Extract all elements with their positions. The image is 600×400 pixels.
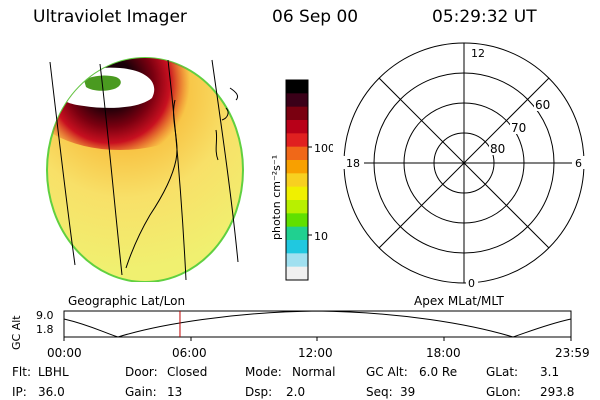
dsp-label: Dsp: [245,385,273,399]
mlat-label-60: 60 [535,98,550,112]
coastline [125,87,239,269]
colorbar-cell [286,146,308,161]
ip-label: IP: [12,385,27,399]
mlt-label-12: 12 [471,47,485,60]
polar-plot: 12 18 6 0 60 70 80 [342,42,586,290]
geographic-label: Geographic Lat/Lon [68,294,186,308]
colorbar-cell [286,213,308,228]
gc-alt-value: 6.0 Re [419,365,458,379]
gc-alt-label: GC Alt: [366,365,408,379]
door-label: Door: [125,365,158,379]
seq-value: 39 [400,385,416,399]
flt-value: LBHL [38,365,69,379]
colorbar-cell [286,186,308,201]
altitude-plot: GC Alt 9.0 1.8 [10,309,572,350]
gc-alt-axis-label: GC Alt [10,315,23,350]
time-tick-0600: 06:00 [172,346,207,360]
mlat-label-70: 70 [511,121,526,135]
colorbar-cell [286,240,308,254]
colorbar: 100 10 photon cm⁻²s⁻¹ [270,79,333,281]
mlt-label-6: 6 [575,157,582,170]
dsp-value: 2.0 [286,385,306,399]
colorbar-cell [286,226,308,241]
earth-disk [46,57,244,282]
gain-value: 13 [167,385,183,399]
mode-value: Normal [292,365,336,379]
alt-tick-1: 1.8 [36,323,54,336]
seq-label: Seq: [366,385,393,399]
colorbar-tick-100: 100 [314,142,333,155]
colorbar-tick-10: 10 [314,230,328,243]
time-tick-1800: 18:00 [426,346,461,360]
glat-label: GLat: [486,365,519,379]
geographic-grid [49,59,239,281]
apex-label: Apex MLat/MLT [414,294,504,308]
date-label: 06 Sep 00 [272,7,359,27]
instrument-title: Ultraviolet Imager [33,7,187,27]
colorbar-cell [286,120,308,134]
mlt-label-18: 18 [346,157,360,170]
colorbar-cell [286,133,308,148]
glon-value: 293.8 [540,385,575,399]
time-tick-0000: 00:00 [47,346,82,360]
mode-label: Mode: [245,365,282,379]
colorbar-cell [286,253,308,268]
uvi-image [46,57,244,282]
glat-value: 3.1 [540,365,560,379]
colorbar-cell [286,106,308,121]
time-label: 05:29:32 UT [432,7,537,27]
ip-value: 36.0 [38,385,65,399]
alt-tick-9: 9.0 [36,309,54,322]
colorbar-cell [286,266,308,281]
time-tick-1200: 12:00 [298,346,333,360]
door-value: Closed [167,365,208,379]
mlat-label-80: 80 [490,142,505,156]
gain-label: Gain: [125,385,157,399]
colorbar-unit-label: photon cm⁻²s⁻¹ [270,155,283,240]
colorbar-cell [286,160,308,174]
glon-label: GLon: [486,385,521,399]
time-tick-2359: 23:59 [555,346,590,360]
colorbar-cell [286,200,308,214]
colorbar-cell [286,80,308,94]
mlt-label-0: 0 [468,277,475,290]
colorbar-cell [286,93,308,108]
flt-label: Flt: [12,365,31,379]
altitude-curve [63,310,572,338]
colorbar-cell [286,173,308,188]
